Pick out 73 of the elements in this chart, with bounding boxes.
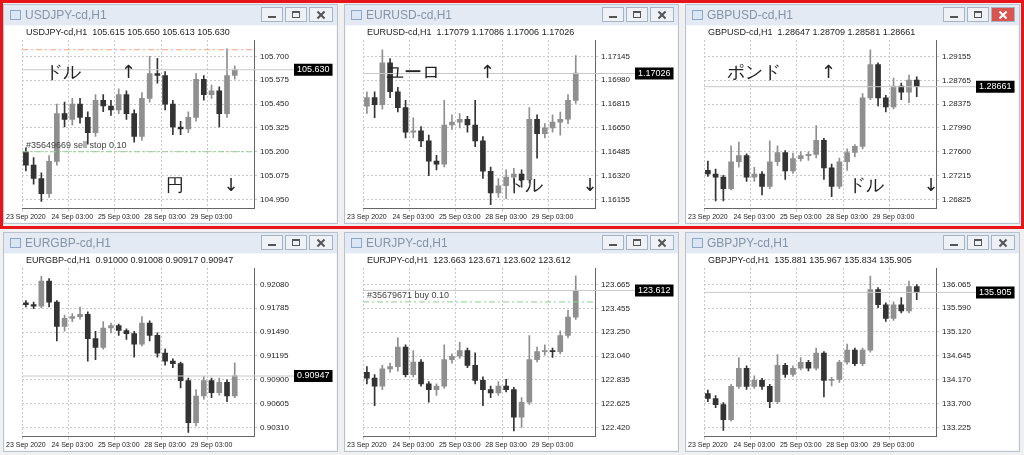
chart-subtitle: GBPUSD-cd,H1 1.28647 1.28709 1.28581 1.28661 bbox=[708, 26, 916, 37]
candlestick bbox=[541, 344, 548, 356]
annotation: ドル ↓ bbox=[847, 174, 939, 196]
y-tick-label: 134.645 bbox=[942, 351, 972, 361]
ref-line-label: 105.630 bbox=[297, 64, 330, 75]
y-tick-label: 0.91490 bbox=[260, 327, 290, 337]
y-tick-label: 1.16155 bbox=[601, 194, 631, 204]
ref-line-label: 135.905 bbox=[979, 286, 1012, 297]
chart-subtitle: EURJPY-cd,H1 123.663 123.671 123.602 123.612 bbox=[367, 254, 571, 265]
chart-title: EURJPY-cd,H1 bbox=[366, 236, 448, 250]
y-tick-label: 105.575 bbox=[260, 75, 290, 85]
y-tick-label: 105.075 bbox=[260, 170, 290, 180]
y-tick-label: 1.17145 bbox=[601, 51, 631, 61]
candlestick bbox=[410, 117, 417, 139]
annotation: ユーロ ↑ bbox=[386, 61, 496, 83]
y-tick-label: 105.200 bbox=[260, 146, 290, 156]
annotation: 円 ↓ bbox=[165, 174, 239, 196]
y-tick-label: 1.26825 bbox=[942, 194, 972, 204]
y-tick-label: 0.92080 bbox=[260, 279, 290, 289]
y-tick-label: 136.065 bbox=[942, 279, 972, 289]
y-tick-label: 134.170 bbox=[942, 375, 972, 385]
chart-title: USDJPY-cd,H1 bbox=[25, 8, 107, 22]
y-tick-label: 1.16815 bbox=[601, 99, 631, 109]
candlestick bbox=[449, 114, 455, 130]
y-tick-label: 123.040 bbox=[601, 351, 631, 361]
ref-line-label: 1.17026 bbox=[638, 68, 671, 79]
y-tick-label: 123.665 bbox=[601, 279, 631, 289]
chart-subtitle: EURUSD-cd,H1 1.17079 1.17086 1.17006 1.17026 bbox=[367, 26, 575, 37]
candlestick bbox=[557, 111, 564, 136]
ref-line-label: 1.28661 bbox=[979, 81, 1012, 92]
y-tick-label: 105.450 bbox=[260, 99, 290, 109]
chart-subtitle: GBPJPY-cd,H1 135.881 135.967 135.834 135.905 bbox=[708, 254, 912, 265]
y-tick-label: 133.700 bbox=[942, 398, 972, 408]
y-tick-label: 122.420 bbox=[601, 422, 631, 432]
y-tick-label: 123.455 bbox=[601, 303, 631, 313]
y-tick-label: 1.28375 bbox=[942, 99, 972, 109]
y-tick-label: 1.29155 bbox=[942, 51, 972, 61]
chart-title: EURGBP-cd,H1 bbox=[25, 236, 112, 250]
y-tick-label: 105.700 bbox=[260, 51, 290, 61]
y-tick-label: 1.27990 bbox=[942, 123, 972, 133]
chart-title: GBPUSD-cd,H1 bbox=[707, 8, 794, 22]
chart-title: GBPJPY-cd,H1 bbox=[707, 236, 789, 250]
y-tick-label: 135.120 bbox=[942, 327, 972, 337]
ref-line-label: 123.612 bbox=[638, 284, 671, 295]
y-tick-label: 0.90605 bbox=[260, 398, 290, 408]
y-tick-label: 0.90310 bbox=[260, 422, 290, 432]
y-tick-label: 122.835 bbox=[601, 374, 631, 384]
y-tick-label: 1.16485 bbox=[601, 146, 631, 156]
y-tick-label: 1.16980 bbox=[601, 75, 631, 85]
y-tick-label: 0.91785 bbox=[260, 303, 290, 313]
ref-line-label: 0.90947 bbox=[297, 370, 330, 381]
y-tick-label: 1.27215 bbox=[942, 170, 972, 180]
y-tick-label: 122.625 bbox=[601, 399, 631, 409]
candlestick bbox=[456, 113, 463, 129]
annotation: ドル ↑ bbox=[45, 61, 137, 83]
y-tick-label: 135.590 bbox=[942, 303, 972, 313]
y-tick-label: 105.325 bbox=[260, 123, 290, 133]
y-tick-label: 1.16320 bbox=[601, 170, 631, 180]
chart-title: EURUSD-cd,H1 bbox=[366, 8, 453, 22]
y-tick-label: 0.91195 bbox=[260, 351, 289, 361]
candlestick bbox=[108, 99, 114, 116]
y-tick-label: 104.950 bbox=[260, 194, 290, 204]
chart-subtitle: EURGBP-cd,H1 0.91000 0.91008 0.90917 0.90947 bbox=[26, 254, 234, 265]
annotation: ドル ↓ bbox=[506, 174, 598, 196]
y-tick-label: 1.16650 bbox=[601, 123, 631, 133]
annotation: ポンド ↑ bbox=[727, 61, 837, 83]
y-tick-label: 133.225 bbox=[942, 422, 972, 432]
chart-subtitle: USDJPY-cd,H1 105.615 105.650 105.613 105.630 bbox=[26, 26, 230, 37]
y-tick-label: 123.250 bbox=[601, 327, 631, 337]
ref-line-label: #35679671 buy 0.10 bbox=[367, 289, 450, 300]
y-tick-label: 1.27600 bbox=[942, 147, 972, 157]
y-tick-label: 0.90900 bbox=[260, 375, 290, 385]
y-tick-label: 1.28765 bbox=[942, 75, 972, 85]
